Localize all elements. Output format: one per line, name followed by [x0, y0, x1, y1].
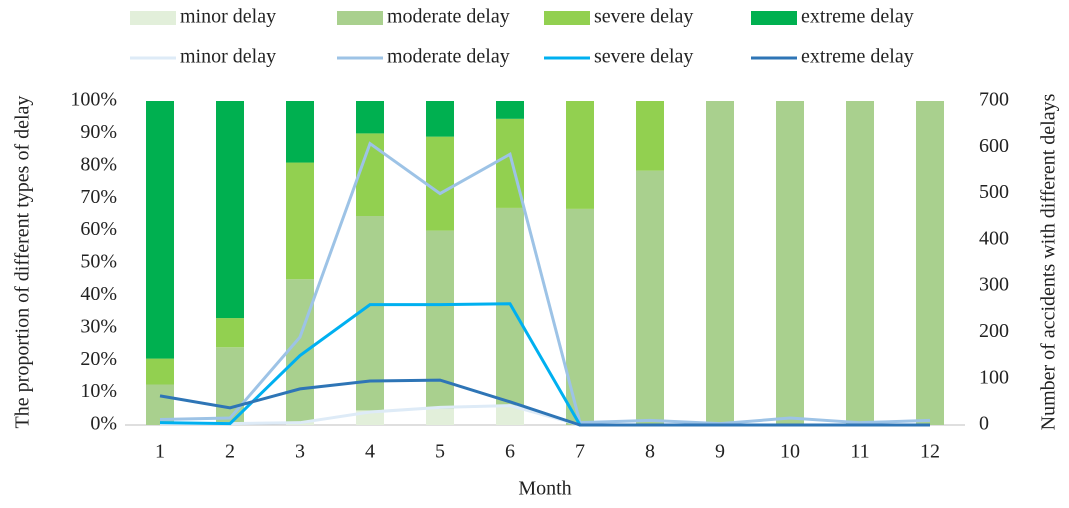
y-tick-label: 20% [80, 348, 117, 370]
x-tick-label: 11 [850, 441, 869, 463]
y2-tick-label: 700 [979, 89, 1009, 111]
bar-segment [496, 405, 524, 425]
x-axis-title: Month [518, 478, 571, 500]
x-tick-label: 5 [435, 441, 445, 463]
bar-segment [566, 208, 594, 425]
y2-tick-label: 400 [979, 227, 1009, 249]
bar-segment [286, 101, 314, 163]
legend-swatch [337, 11, 383, 25]
y2-tick-label: 0 [979, 413, 989, 435]
line [159, 141, 931, 426]
line [159, 378, 930, 427]
x-tick-label: 10 [780, 441, 800, 463]
bar-segment [916, 101, 944, 425]
bar-segment [216, 318, 244, 348]
x-tick-label: 12 [920, 441, 940, 463]
bar-segment [286, 162, 314, 280]
y-tick-label: 40% [80, 283, 117, 305]
bar-segment [846, 101, 874, 425]
legend-label: moderate delay [387, 6, 510, 28]
bar-segment [706, 101, 734, 425]
legend-label: moderate delay [387, 46, 510, 68]
bar-segment [216, 101, 244, 319]
x-tick-label: 6 [505, 441, 515, 463]
y2-tick-label: 600 [979, 135, 1009, 157]
y2-tick-label: 500 [979, 181, 1009, 203]
y2-tick-label: 300 [979, 274, 1009, 296]
y-tick-label: 100% [70, 89, 117, 111]
x-tick-label: 7 [575, 441, 585, 463]
legend-label: minor delay [180, 6, 276, 28]
bar-segment [426, 136, 454, 231]
x-tick-label: 8 [645, 441, 655, 463]
bar-segment [146, 101, 174, 359]
legend-label: minor delay [180, 46, 276, 68]
legend-swatch [751, 11, 797, 25]
bar-segment [426, 101, 454, 137]
y-tick-label: 80% [80, 153, 117, 175]
legend-swatch [130, 11, 176, 25]
x-tick-label: 2 [225, 441, 235, 463]
bar-segment [566, 101, 594, 209]
y-tick-label: 70% [80, 186, 117, 208]
legend-label: severe delay [594, 46, 693, 68]
bar-segment [636, 101, 664, 171]
y-tick-label: 50% [80, 251, 117, 273]
legend-label: extreme delay [801, 6, 914, 28]
bar-segment [636, 170, 664, 425]
y2-tick-label: 100 [979, 366, 1009, 388]
legend-swatch [544, 11, 590, 25]
line [160, 404, 930, 427]
y-tick-label: 10% [80, 380, 117, 402]
y-tick-label: 60% [80, 218, 117, 240]
y-tick-label: 0% [90, 413, 117, 435]
bar-segment [776, 101, 804, 425]
x-tick-label: 1 [155, 441, 165, 463]
legend-label: extreme delay [801, 46, 914, 68]
bar-segment [496, 207, 524, 406]
bar-segment [146, 358, 174, 385]
bar-segment [426, 408, 454, 425]
y2-tick-label: 200 [979, 320, 1009, 342]
y2-axis-title: Number of accidents with different delay… [1038, 93, 1060, 430]
y-tick-label: 30% [80, 315, 117, 337]
x-tick-label: 3 [295, 441, 305, 463]
bar-segment [216, 347, 244, 425]
legend-label: severe delay [594, 6, 693, 28]
y-axis-title: The proportion of different types of del… [12, 96, 34, 429]
x-tick-label: 4 [365, 441, 375, 463]
x-tick-label: 9 [715, 441, 725, 463]
y-tick-label: 90% [80, 121, 117, 143]
bar-segment [356, 101, 384, 134]
bar-segment [496, 101, 524, 119]
